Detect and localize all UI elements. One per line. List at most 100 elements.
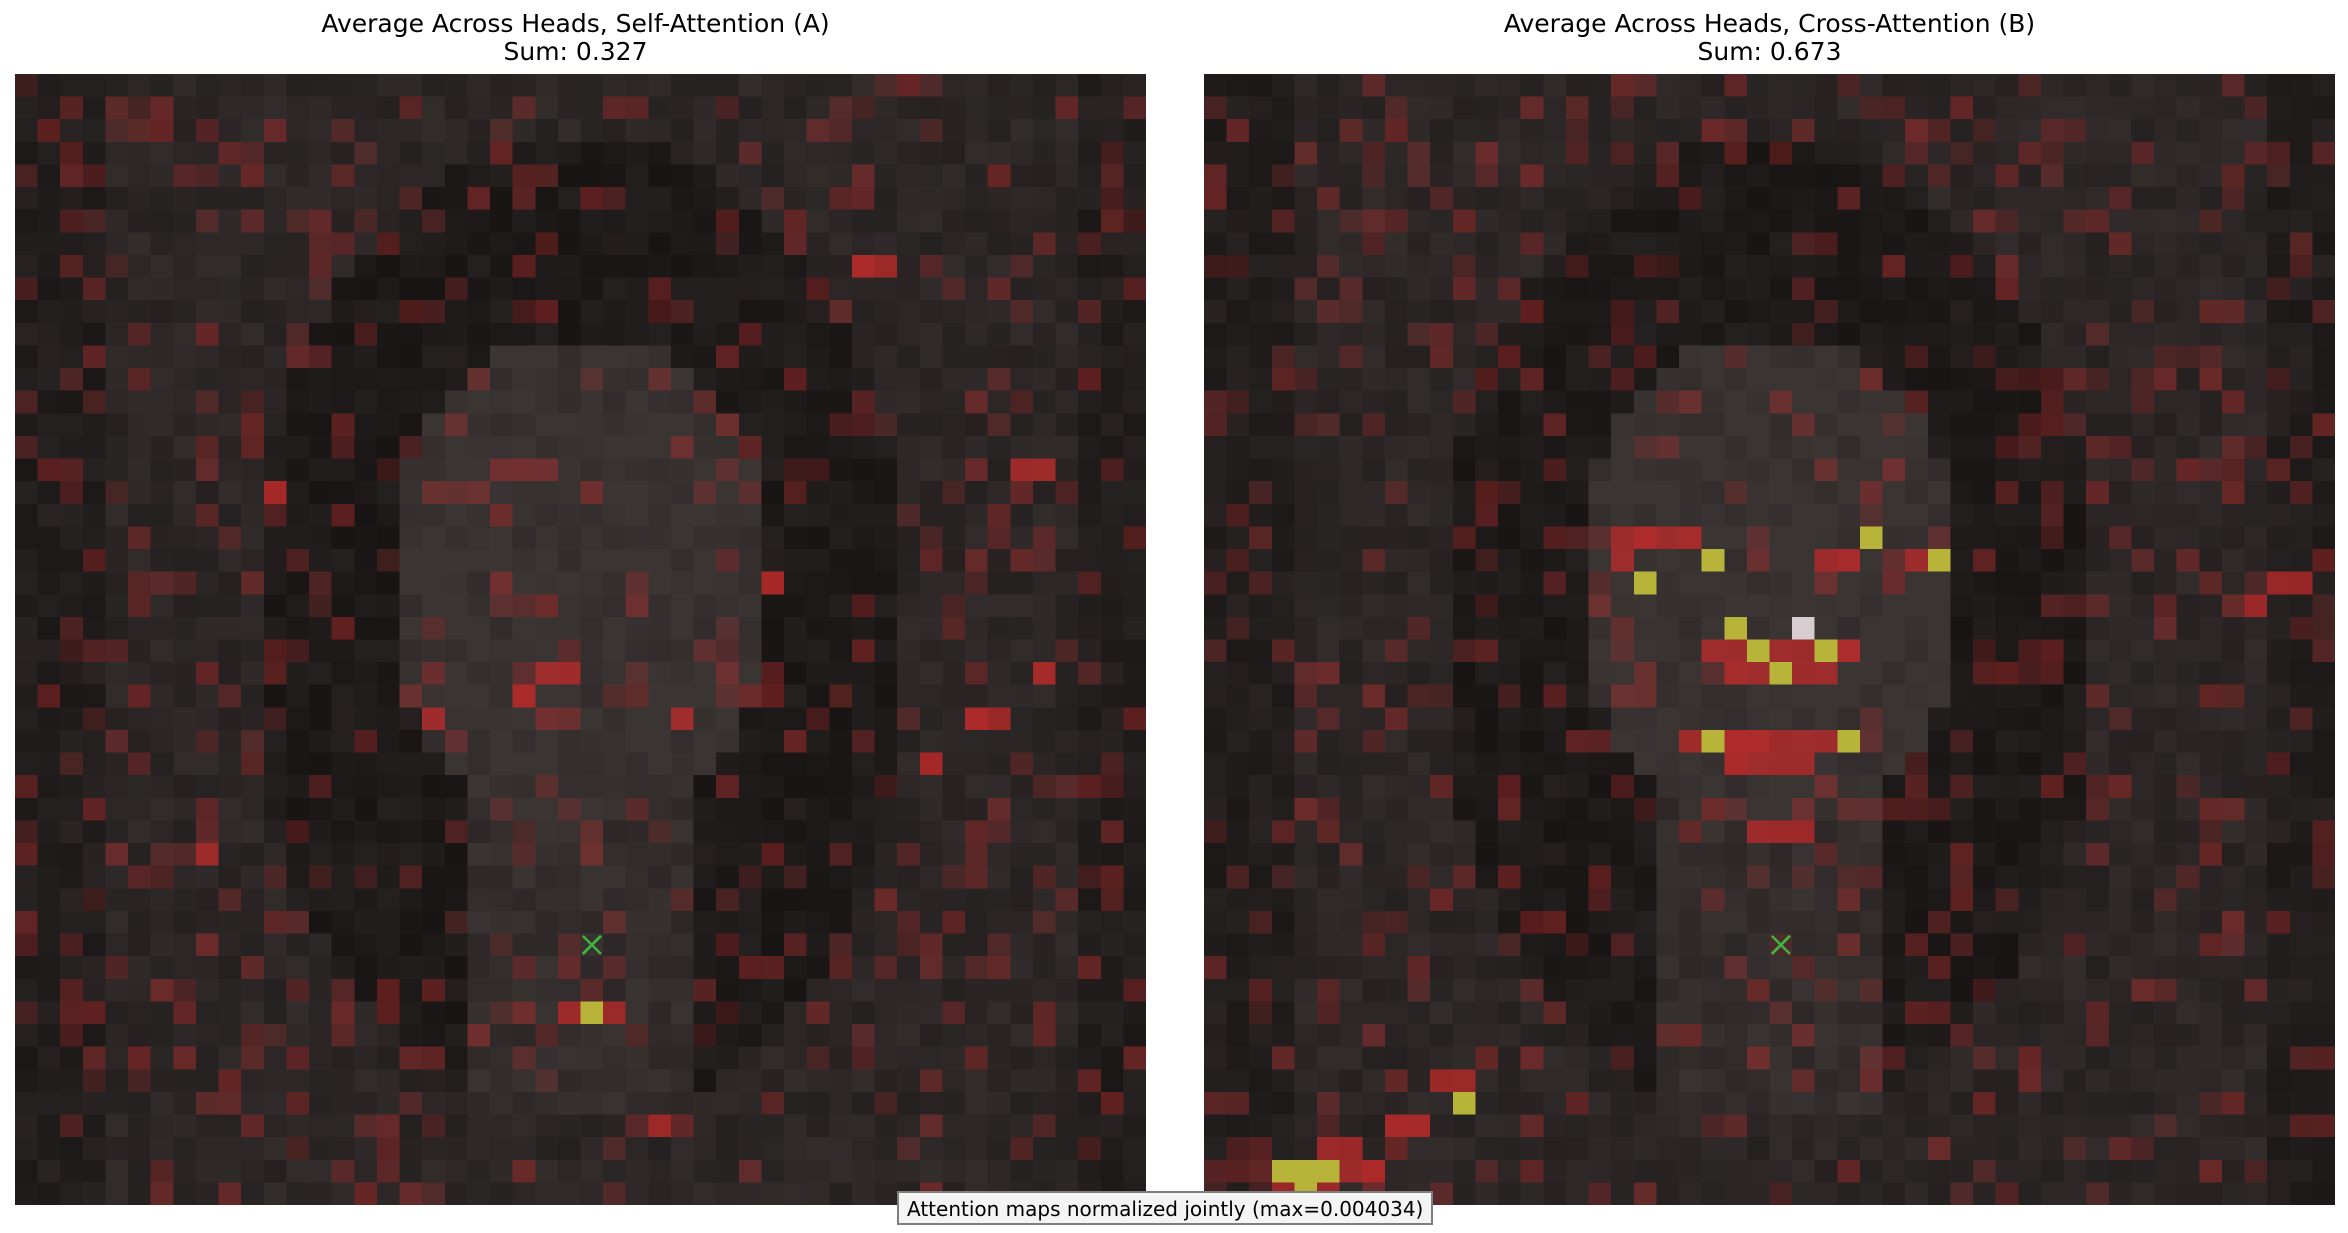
cross-attention-cell bbox=[1905, 571, 1929, 595]
cross-attention-cell bbox=[1249, 458, 1273, 482]
self-attention-cell bbox=[784, 119, 808, 143]
self-attention-cell bbox=[851, 526, 876, 550]
cross-attention-cell bbox=[1271, 616, 1295, 640]
cross-attention-cell bbox=[1905, 96, 1929, 120]
cross-attention-cell bbox=[2040, 141, 2065, 165]
cross-attention-cell bbox=[2289, 616, 2313, 640]
cross-attention-cell bbox=[2267, 775, 2291, 799]
cross-attention-cell bbox=[1973, 526, 1997, 550]
cross-attention-cell bbox=[1294, 888, 1318, 912]
self-attention-cell bbox=[173, 1159, 197, 1183]
cross-attention-cell bbox=[1317, 119, 1341, 143]
cross-attention-cell bbox=[2289, 1137, 2313, 1161]
cross-attention-cell bbox=[1905, 1114, 1929, 1138]
self-attention-cell bbox=[625, 119, 649, 143]
cross-attention-cell bbox=[1407, 481, 1431, 505]
cross-attention-cell bbox=[1204, 707, 1228, 731]
cross-attention-cell bbox=[1995, 254, 2019, 279]
self-attention-cell bbox=[444, 797, 468, 821]
cross-attention-cell bbox=[2199, 910, 2223, 935]
self-attention-cell bbox=[580, 1046, 604, 1070]
self-attention-cell bbox=[354, 209, 378, 233]
cross-attention-cell bbox=[1611, 933, 1635, 957]
cross-attention-cell bbox=[1588, 820, 1612, 844]
cross-attention-cell bbox=[1430, 549, 1454, 573]
cross-attention-cell bbox=[1271, 368, 1295, 392]
self-attention-cell bbox=[806, 662, 830, 686]
self-attention-cell bbox=[1032, 797, 1056, 821]
self-attention-cell bbox=[919, 187, 943, 211]
cross-attention-cell bbox=[2176, 300, 2200, 324]
self-attention-cell bbox=[173, 345, 197, 369]
self-attention-cell bbox=[1123, 684, 1146, 708]
self-attention-cell bbox=[557, 1137, 581, 1161]
self-attention-cell bbox=[580, 1001, 604, 1025]
cross-attention-cell bbox=[1294, 96, 1318, 120]
self-attention-cell bbox=[580, 775, 604, 799]
cross-attention-cell bbox=[1679, 187, 1703, 211]
cross-attention-cell bbox=[1407, 119, 1431, 143]
self-attention-cell bbox=[784, 571, 808, 595]
self-attention-cell bbox=[1100, 1069, 1124, 1093]
self-attention-cell bbox=[851, 164, 876, 188]
self-attention-cell bbox=[625, 277, 649, 301]
self-attention-cell bbox=[128, 865, 152, 889]
cross-attention-cell bbox=[1249, 119, 1273, 143]
self-attention-cell bbox=[218, 775, 242, 799]
cross-attention-cell bbox=[1520, 209, 1544, 233]
cross-attention-cell bbox=[1882, 662, 1906, 686]
cross-attention-cell bbox=[1814, 571, 1838, 595]
cross-attention-cell bbox=[1679, 729, 1703, 754]
self-attention-cell bbox=[60, 187, 84, 211]
cross-attention-cell bbox=[1226, 1159, 1250, 1183]
self-attention-cell bbox=[625, 797, 649, 821]
cross-attention-cell bbox=[2154, 843, 2178, 867]
cross-attention-cell bbox=[2154, 594, 2178, 618]
self-attention-cell bbox=[444, 865, 468, 889]
self-attention-cell bbox=[535, 662, 559, 686]
self-attention-cell bbox=[173, 797, 197, 821]
cross-attention-cell bbox=[1588, 549, 1612, 573]
self-attention-cell bbox=[444, 390, 468, 414]
cross-attention-cell bbox=[2244, 662, 2268, 686]
cross-attention-cell bbox=[1995, 1024, 2019, 1048]
cross-attention-cell bbox=[2154, 300, 2178, 324]
self-attention-cell bbox=[965, 74, 989, 98]
cross-attention-cell bbox=[1837, 1091, 1861, 1115]
cross-attention-cell bbox=[2131, 74, 2155, 98]
cross-attention-cell bbox=[2018, 368, 2042, 392]
self-attention-cell bbox=[354, 797, 378, 821]
cross-attention-cell bbox=[1769, 526, 1793, 550]
cross-attention-cell bbox=[1633, 322, 1657, 346]
cross-attention-cell bbox=[2221, 729, 2245, 754]
cross-attention-cell bbox=[2131, 119, 2155, 143]
self-attention-cell bbox=[309, 481, 333, 505]
cross-attention-cell bbox=[2131, 775, 2155, 799]
self-attention-cell bbox=[128, 684, 152, 708]
self-attention-cell bbox=[965, 390, 989, 414]
self-attention-cell bbox=[851, 775, 876, 799]
cross-attention-cell bbox=[1520, 503, 1544, 527]
self-attention-cell bbox=[851, 1024, 876, 1048]
self-attention-cell bbox=[15, 74, 39, 98]
self-attention-cell bbox=[557, 526, 581, 550]
self-attention-cell bbox=[535, 910, 559, 935]
self-attention-cell bbox=[60, 322, 84, 346]
cross-attention-cell bbox=[2131, 1046, 2155, 1070]
cross-attention-cell bbox=[1837, 322, 1861, 346]
cross-attention-cell bbox=[2289, 187, 2313, 211]
cross-attention-cell bbox=[2176, 481, 2200, 505]
cross-attention-cell bbox=[2086, 1024, 2110, 1048]
cross-attention-cell bbox=[1724, 141, 1748, 165]
cross-attention-cell bbox=[2131, 1159, 2155, 1183]
cross-attention-cell bbox=[1769, 1114, 1793, 1138]
self-attention-cell bbox=[512, 594, 536, 618]
cross-attention-cell bbox=[1724, 1024, 1748, 1048]
self-attention-cell bbox=[422, 277, 446, 301]
cross-attention-cell bbox=[1475, 549, 1499, 573]
self-attention-cell bbox=[693, 888, 717, 912]
self-attention-cell bbox=[241, 345, 265, 369]
cross-attention-cell bbox=[2176, 820, 2200, 844]
self-attention-cell bbox=[1100, 368, 1124, 392]
self-attention-cell bbox=[422, 549, 446, 573]
